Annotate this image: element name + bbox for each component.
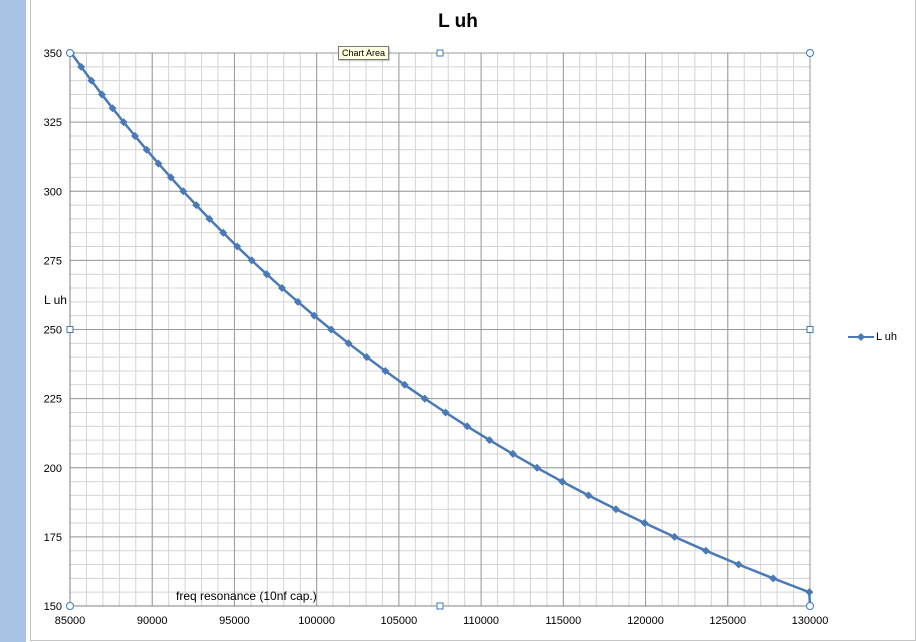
selection-handles [66,49,814,610]
data-point-marker [381,366,390,375]
data-point-marker [277,284,286,293]
data-point-marker [233,242,242,251]
data-point-marker [130,131,139,140]
data-point-marker [805,588,814,597]
corner-resize-handle [66,49,74,57]
y-tick-label: 300 [44,186,62,198]
data-point-marker [142,145,151,154]
data-point-marker [485,436,494,445]
data-point-marker [97,90,106,99]
y-tick-label: 150 [44,601,62,613]
legend-label: L uh [876,331,898,343]
data-point-marker [734,560,743,569]
chart-area-tooltip: Chart Area [338,46,390,60]
edge-resize-handle [66,326,74,333]
chart-area[interactable] [30,0,916,641]
corner-resize-handle [806,49,814,57]
x-axis-tick-labels: 85000 90000 95000 100000 105000 110000 115000 1… [55,615,829,627]
data-point-marker [327,325,336,334]
data-point-marker [219,228,228,237]
y-tick-label: 275 [44,255,62,267]
y-axis-tick-labels: 150 175 200 225 250 275 300 325 350 [44,48,62,613]
y-tick-label: 225 [44,394,62,406]
x-tick-label: 110000 [463,615,499,627]
x-tick-label: 85000 [55,615,86,627]
data-point-marker [400,380,409,389]
data-point-marker [362,353,371,362]
x-tick-label: 105000 [381,615,418,627]
x-tick-label: 95000 [219,615,250,627]
edge-resize-handle [806,326,814,333]
data-point-marker [420,394,429,403]
data-point-marker [262,270,271,279]
data-point-marker [701,546,710,555]
x-tick-label: 90000 [137,615,168,627]
data-point-marker [584,491,593,500]
data-point-marker [463,422,472,431]
data-point-marker [179,187,188,196]
y-axis-title[interactable]: L uh [44,293,67,307]
data-point-marker [154,159,163,168]
data-point-marker [640,519,649,528]
data-point-marker [108,104,117,113]
y-tick-label: 350 [44,48,62,60]
data-point-marker [611,505,620,514]
y-tick-label: 250 [44,325,62,337]
major-gridlines [69,52,811,607]
data-point-marker [192,201,201,210]
x-tick-label: 130000 [792,615,829,627]
corner-resize-handle [806,602,814,610]
data-point-marker [87,76,96,85]
worksheet-column-strip [0,0,26,642]
data-point-marker [441,408,450,417]
data-point-marker [533,463,542,472]
data-point-marker [310,311,319,320]
data-point-marker [558,477,567,486]
data-point-marker [247,256,256,265]
corner-resize-handle [66,602,74,610]
legend[interactable]: L uh [848,331,897,343]
y-tick-label: 175 [44,532,62,544]
y-tick-label: 200 [44,463,62,475]
legend-swatch-icon [848,333,874,341]
chart-title[interactable]: L uh [438,11,478,32]
data-point-marker [119,118,128,127]
data-point-marker [344,339,353,348]
y-tick-label: 325 [44,117,62,129]
data-point-marker [166,173,175,182]
data-point-marker [77,62,86,71]
edge-resize-handle [436,602,444,610]
data-point-marker [769,574,778,583]
data-point-marker [670,532,679,541]
x-tick-label: 115000 [545,615,581,627]
data-point-marker [293,297,302,306]
x-tick-label: 125000 [709,615,746,627]
x-axis-title[interactable]: freq resonance (10nf cap.) [176,589,317,603]
data-point-marker [205,214,214,223]
data-point-marker [508,449,517,458]
x-tick-label: 100000 [298,615,335,627]
x-tick-label: 120000 [627,615,664,627]
edge-resize-handle [436,49,444,57]
